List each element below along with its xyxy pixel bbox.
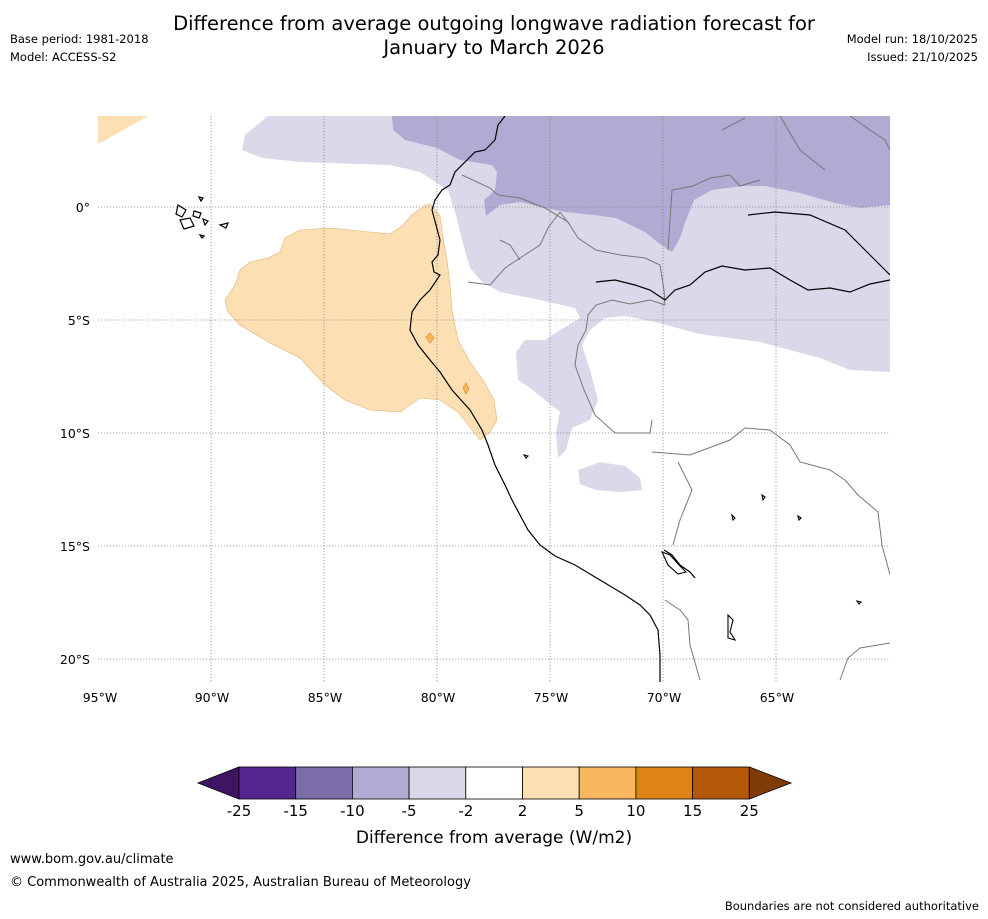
issued-date: Issued: 21/10/2025: [867, 50, 978, 64]
lakes: [522, 454, 863, 641]
coastline: [409, 116, 696, 682]
colorbar-tick-6: 2: [518, 802, 528, 820]
map-area: [98, 116, 890, 682]
colorbar-segment-5: [465, 766, 523, 800]
colorbar-tick-3: -10: [340, 802, 365, 820]
lon-label-95w: 95°W: [83, 690, 118, 705]
boundaries-note: Boundaries are not considered authoritat…: [724, 899, 979, 913]
lon-label-75w: 75°W: [534, 690, 569, 705]
colorbar-high-extension: [748, 766, 793, 800]
anomaly-speck-orange-1: [425, 332, 435, 344]
colorbar-tick-1: -25: [227, 802, 252, 820]
anomaly-region-medium-purple: [392, 116, 890, 252]
colorbar-tick-7: 5: [574, 802, 584, 820]
meta-right: Model run: 18/10/2025 Issued: 21/10/2025: [847, 30, 978, 66]
footer-copyright: © Commonwealth of Australia 2025, Austra…: [10, 875, 471, 890]
chart-title: Difference from average outgoing longwav…: [0, 12, 988, 60]
colorbar-segment-4: [408, 766, 467, 800]
anomaly-region-light-orange-corner: [98, 116, 148, 144]
anomaly-speck-orange-2: [462, 382, 470, 395]
title-line-1: Difference from average outgoing longwav…: [173, 12, 815, 35]
title-line-2: January to March 2026: [383, 36, 605, 59]
lat-label-10s: 10°S: [60, 426, 90, 441]
footer-url[interactable]: www.bom.gov.au/climate: [10, 852, 174, 867]
colorbar-segment-6: [522, 766, 580, 800]
galapagos-islands: [175, 196, 229, 239]
base-period: Base period: 1981-2018: [10, 32, 149, 46]
colorbar-segment-9: [692, 766, 750, 800]
colorbar-segment-7: [578, 766, 637, 800]
lon-label-80w: 80°W: [421, 690, 456, 705]
colorbar-title: Difference from average (W/m2): [356, 828, 632, 848]
lat-label-15s: 15°S: [60, 539, 90, 554]
colorbar-tick-10: 25: [740, 802, 759, 820]
lon-label-65w: 65°W: [760, 690, 795, 705]
lon-label-90w: 90°W: [195, 690, 230, 705]
colorbar-tick-4: -5: [402, 802, 417, 820]
anomaly-region-light-orange: [224, 203, 498, 441]
rivers: [595, 211, 890, 301]
lat-label-5s: 5°S: [68, 313, 90, 328]
colorbar-segment-3: [351, 766, 410, 800]
colorbar-tick-5: -2: [458, 802, 473, 820]
gridlines: [98, 116, 890, 682]
lat-label-0: 0°: [76, 200, 90, 215]
model-run: Model run: 18/10/2025: [846, 32, 978, 46]
meta-left: Base period: 1981-2018 Model: ACCESS-S2: [10, 30, 149, 66]
lon-label-70w: 70°W: [647, 690, 682, 705]
colorbar-segment-1: [238, 766, 297, 800]
colorbar-low-extension: [196, 766, 240, 800]
colorbar-ticks: -25 -15 -10 -5 -2 2 5 10 15 25: [227, 802, 759, 820]
colorbar-tick-2: -15: [283, 802, 308, 820]
colorbar: [196, 766, 793, 800]
lat-label-20s: 20°S: [60, 652, 90, 667]
colorbar-tick-9: 15: [683, 802, 702, 820]
colorbar-segment-2: [295, 766, 353, 800]
lon-label-85w: 85°W: [308, 690, 343, 705]
anomaly-region-light-purple-south: [578, 462, 642, 492]
anomaly-region-light-purple: [242, 116, 890, 458]
colorbar-segment-8: [635, 766, 694, 800]
model-name: Model: ACCESS-S2: [10, 50, 117, 64]
country-borders: [461, 116, 890, 681]
colorbar-tick-8: 10: [626, 802, 645, 820]
